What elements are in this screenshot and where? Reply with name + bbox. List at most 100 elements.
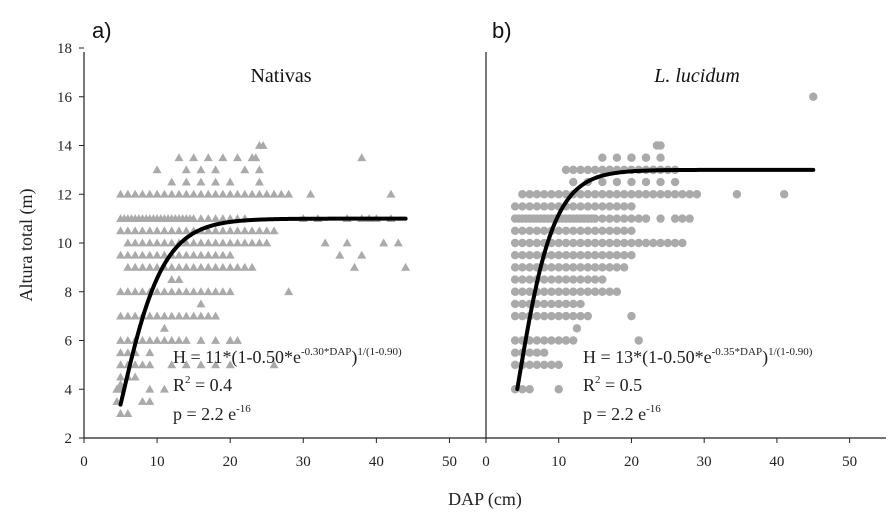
data-point-a-125 — [211, 287, 221, 296]
data-point-b-175 — [518, 311, 527, 321]
data-point-b-88 — [576, 250, 585, 260]
data-point-a-69 — [247, 238, 257, 247]
data-point-b-151 — [547, 287, 556, 296]
data-point-b-146 — [510, 287, 520, 296]
data-point-a-86 — [218, 226, 228, 235]
data-point-a-182 — [116, 372, 126, 381]
data-point-b-181 — [561, 311, 571, 321]
p-b-sup: -16 — [646, 403, 661, 415]
data-point-b-58 — [547, 190, 556, 199]
x-tick-label-b-50: 50 — [842, 454, 857, 470]
data-point-b-74 — [663, 190, 673, 199]
data-point-a-88 — [232, 226, 242, 235]
data-point-b-153 — [561, 287, 571, 296]
data-point-b-52 — [670, 238, 680, 248]
data-point-a-221 — [401, 262, 411, 271]
data-point-a-130 — [130, 311, 140, 320]
data-point-b-173 — [598, 275, 607, 284]
data-point-a-31 — [137, 189, 147, 198]
data-point-b-264 — [561, 336, 571, 345]
data-point-a-210 — [203, 153, 213, 162]
data-point-a-115 — [137, 287, 147, 296]
data-point-b-257 — [627, 311, 636, 321]
data-point-b-101 — [547, 263, 556, 272]
data-point-b-73 — [656, 190, 665, 199]
data-point-b-95 — [627, 250, 636, 260]
data-point-b-189 — [539, 336, 549, 345]
data-point-b-206 — [525, 360, 534, 370]
data-point-b-262 — [656, 214, 665, 223]
data-point-b-131 — [525, 202, 534, 211]
data-point-a-165 — [167, 336, 177, 344]
data-point-a-223 — [342, 238, 352, 247]
data-point-b-40 — [583, 238, 593, 248]
panel-a-label: a) — [92, 18, 112, 43]
data-point-a-209 — [189, 153, 199, 162]
data-point-b-70 — [634, 190, 643, 199]
data-point-a-22 — [203, 214, 213, 222]
data-point-a-164 — [159, 336, 169, 344]
data-point-a-156 — [218, 250, 228, 259]
data-point-a-53 — [130, 238, 140, 247]
data-point-a-150 — [174, 250, 184, 259]
data-point-b-116 — [539, 226, 549, 236]
data-point-a-33 — [152, 189, 162, 198]
data-point-b-31 — [518, 238, 527, 248]
data-point-b-182 — [569, 311, 578, 321]
data-point-a-58 — [167, 238, 177, 247]
data-point-b-218 — [525, 385, 534, 394]
data-point-a-75 — [137, 226, 147, 235]
data-point-b-127 — [619, 226, 629, 236]
data-point-b-113 — [518, 226, 527, 236]
data-point-b-57 — [539, 190, 549, 199]
y-axis-title: Altura total (m) — [16, 189, 37, 302]
data-point-b-37 — [561, 238, 571, 248]
data-point-a-48 — [262, 189, 272, 198]
data-point-a-248 — [145, 396, 155, 405]
data-point-b-211 — [510, 348, 520, 357]
r2-b-sup: 2 — [595, 374, 601, 386]
data-point-a-93 — [269, 226, 279, 235]
data-point-a-240 — [269, 360, 279, 369]
data-point-b-254 — [732, 190, 742, 199]
x-tick-label-b-30: 30 — [697, 454, 712, 470]
data-point-b-65 — [598, 190, 607, 199]
data-point-a-178 — [196, 360, 206, 369]
data-point-a-143 — [123, 250, 133, 259]
data-point-b-82 — [532, 250, 542, 260]
data-point-a-179 — [211, 360, 221, 369]
data-point-b-147 — [518, 287, 527, 296]
y-tick-label-a-10: 10 — [57, 236, 72, 252]
data-point-a-44 — [232, 189, 242, 198]
data-point-a-177 — [181, 360, 191, 369]
data-point-a-57 — [159, 238, 169, 247]
data-point-a-234 — [357, 153, 367, 162]
data-point-a-97 — [145, 262, 155, 271]
data-point-a-54 — [137, 238, 147, 247]
data-point-a-34 — [159, 189, 169, 198]
y-tick-label-a-4: 4 — [65, 382, 73, 398]
eq-a-mid: ) — [351, 347, 357, 368]
data-point-a-226 — [335, 250, 345, 259]
data-point-a-50 — [276, 189, 286, 198]
data-point-a-91 — [254, 226, 264, 235]
data-point-a-243 — [167, 275, 177, 283]
x-tick-label-a-40: 40 — [369, 454, 384, 470]
data-point-a-28 — [116, 189, 126, 198]
data-point-b-33 — [532, 238, 542, 248]
data-point-b-209 — [547, 360, 556, 370]
data-point-b-168 — [561, 275, 571, 284]
data-point-b-195 — [518, 299, 527, 309]
data-point-b-126 — [612, 226, 622, 236]
data-point-b-115 — [532, 226, 542, 236]
data-point-b-258 — [634, 336, 643, 345]
data-point-a-79 — [167, 226, 177, 235]
data-point-a-94 — [123, 262, 133, 271]
data-point-b-120 — [569, 226, 578, 236]
data-point-a-211 — [218, 153, 228, 162]
data-point-a-151 — [181, 250, 191, 259]
data-point-b-36 — [554, 238, 563, 248]
data-point-b-220 — [569, 165, 578, 175]
data-point-b-85 — [554, 250, 563, 260]
data-point-b-51 — [663, 238, 673, 248]
